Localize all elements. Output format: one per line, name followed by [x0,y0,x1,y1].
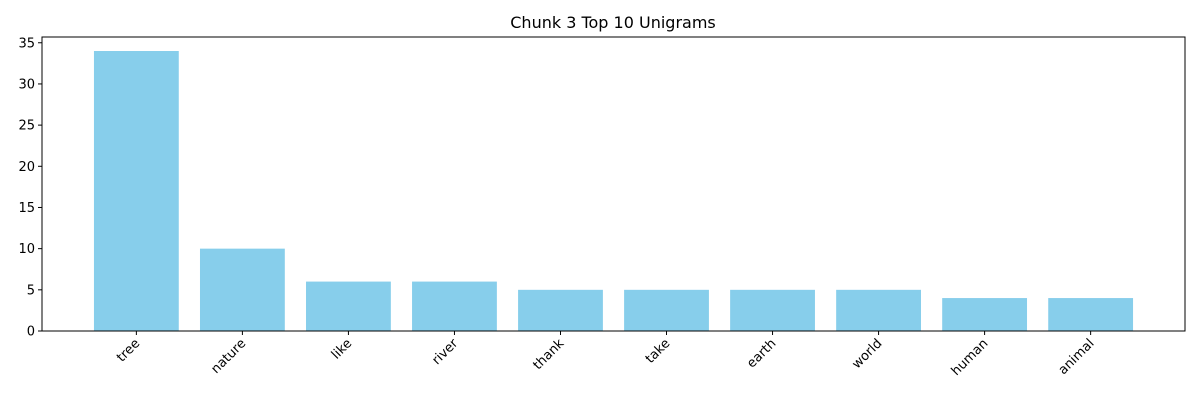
x-tick-label: thank [530,336,567,373]
x-tick-label: animal [1056,336,1098,378]
x-tick-label: human [949,336,992,379]
y-tick-label: 10 [18,242,35,257]
bar-take [624,289,709,331]
bar-tree [93,51,179,331]
y-tick-label: 5 [27,283,35,298]
x-tick-label: world [849,336,885,372]
y-tick-label: 15 [18,201,35,216]
x-tick-label: river [429,336,461,368]
y-axis: 0 5 10 15 20 25 30 35 [18,36,42,340]
y-tick-label: 25 [18,119,35,134]
plot-frame [41,36,1186,332]
chart-title: Chunk 3 Top 10 Unigrams [510,13,716,32]
x-tick-label: nature [208,336,249,377]
bar-human [942,298,1028,331]
x-tick-label: earth [744,336,779,371]
bar-nature [199,248,285,331]
y-tick-label: 30 [18,77,35,92]
x-axis: tree nature like river thank take earth world hu… [114,331,1097,379]
x-tick-label: tree [114,336,143,365]
bars-group [93,51,1134,331]
bar-like [306,281,391,331]
bar-world [836,289,921,331]
bar-river [412,281,497,331]
y-tick-label: 35 [18,36,35,51]
y-tick-label: 20 [18,160,35,175]
y-tick-label: 0 [27,325,35,340]
x-tick-label: take [643,336,674,367]
x-tick-label: like [329,336,355,362]
bar-earth [730,289,815,331]
bar-animal [1048,298,1134,331]
bar-thank [518,289,603,331]
